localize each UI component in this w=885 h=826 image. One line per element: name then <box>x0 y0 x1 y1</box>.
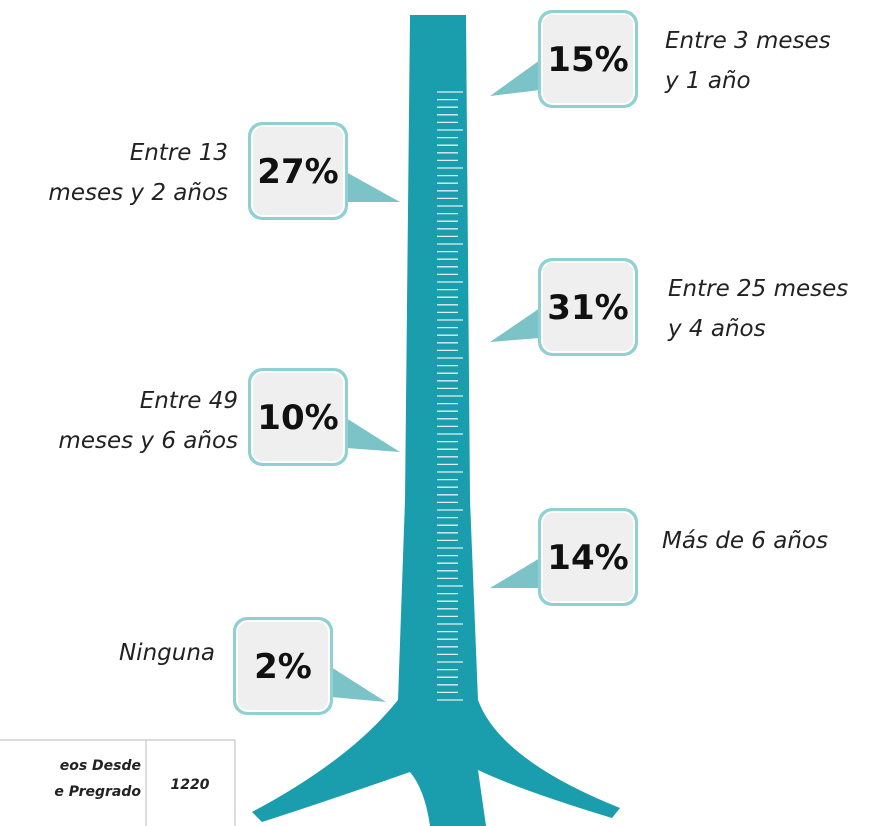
table-value: 1220 <box>171 777 210 793</box>
callout-pointer <box>346 418 400 452</box>
callout-label: y 1 año <box>664 68 751 94</box>
callout-label: Entre 25 meses <box>668 276 848 302</box>
infographic: eos Desde e Pregrado 1220 15% Entre 3 mes… <box>0 0 885 826</box>
callout-label: meses y 2 años <box>48 180 228 206</box>
table-fragment: eos Desde e Pregrado 1220 <box>0 740 235 826</box>
callout-pointer <box>490 308 540 342</box>
callout-label: Más de 6 años <box>662 528 828 554</box>
callout-label: Entre 3 meses <box>665 28 831 54</box>
callout-value: 10% <box>257 398 338 438</box>
callout-pointer <box>331 667 386 702</box>
callout-value: 15% <box>547 40 628 80</box>
callout-label: y 4 años <box>667 316 766 342</box>
callout-value: 14% <box>547 538 628 578</box>
callout-pointer <box>346 172 400 202</box>
table-text: e Pregrado <box>54 784 141 800</box>
callout-pointer <box>490 60 540 96</box>
callout-value: 27% <box>257 152 338 192</box>
callout-pointer <box>490 558 540 588</box>
callout-label: meses y 6 años <box>58 428 238 454</box>
callout-label: Entre 49 <box>140 388 238 414</box>
callout-label: Ninguna <box>119 640 215 666</box>
callout-value: 2% <box>254 647 312 687</box>
callout-value: 31% <box>547 288 628 328</box>
callout-label: Entre 13 <box>130 140 228 166</box>
table-text: eos Desde <box>60 758 141 774</box>
